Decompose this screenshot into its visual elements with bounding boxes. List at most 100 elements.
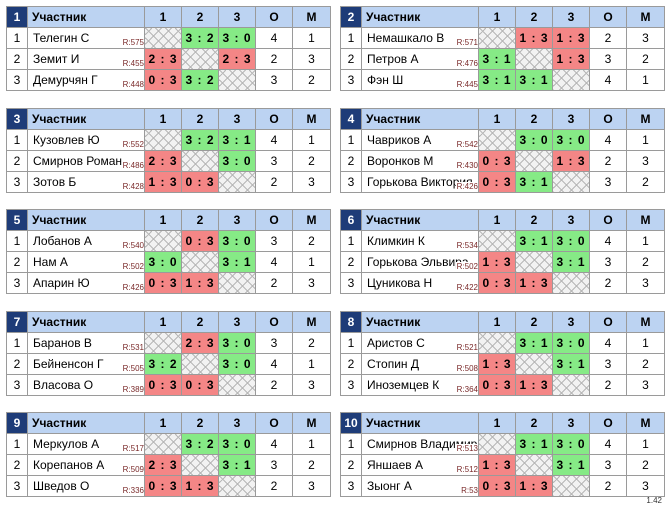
col-header-1: 1 <box>478 6 516 28</box>
self-match-cell <box>181 48 219 70</box>
points-header: О <box>589 209 627 231</box>
group-header-row: 10 Участник 1 2 3 О М <box>340 412 665 434</box>
col-header-2: 2 <box>515 108 553 130</box>
player-cell[interactable]: Власова О R:389 <box>27 374 145 396</box>
player-place: 1 <box>292 353 331 375</box>
player-cell[interactable]: Фэн Ш R:445 <box>361 69 479 91</box>
player-cell[interactable]: Меркулов А R:517 <box>27 433 145 455</box>
match-score: 3 : 0 <box>515 129 553 151</box>
player-cell[interactable]: Корепанов А R:509 <box>27 454 145 476</box>
match-score: 3 : 1 <box>515 332 553 354</box>
match-score: 0 : 3 <box>478 475 516 497</box>
player-name: Бейненсон Г <box>33 357 104 371</box>
player-cell[interactable]: Чавриков А R:542 <box>361 129 479 151</box>
player-cell[interactable]: Цуникова Н R:422 <box>361 272 479 294</box>
player-cell[interactable]: Земит И R:455 <box>27 48 145 70</box>
player-position: 3 <box>6 69 28 91</box>
participant-header: Участник <box>27 311 145 333</box>
group-table: 10 Участник 1 2 3 О М 1 Смирнов Владимир R:513 3 :… <box>340 412 665 497</box>
player-place: 2 <box>292 230 331 252</box>
player-cell[interactable]: Кузовлев Ю R:552 <box>27 129 145 151</box>
player-position: 3 <box>6 272 28 294</box>
player-cell[interactable]: Баранов В R:531 <box>27 332 145 354</box>
player-points: 2 <box>255 272 293 294</box>
player-points: 3 <box>589 251 627 273</box>
player-rating: R:512 <box>455 465 478 474</box>
player-name: Немашкало В <box>367 31 445 45</box>
player-rating: R:502 <box>121 262 144 271</box>
place-header: М <box>626 412 665 434</box>
player-place: 1 <box>626 129 665 151</box>
player-rating: R:486 <box>121 161 144 170</box>
match-score: 3 : 0 <box>218 150 256 172</box>
player-name: Власова О <box>33 378 94 392</box>
player-position: 3 <box>340 171 362 193</box>
player-cell[interactable]: Зыонг А R:53 <box>361 475 479 497</box>
player-cell[interactable]: Бейненсон Г R:505 <box>27 353 145 375</box>
points-header: О <box>255 108 293 130</box>
match-score: 0 : 3 <box>181 230 219 252</box>
match-score: 1 : 3 <box>552 27 590 49</box>
player-place: 2 <box>626 48 665 70</box>
player-name: Лобанов А <box>33 234 92 248</box>
player-cell[interactable]: Горькова Эльвира R:502 <box>361 251 479 273</box>
player-cell[interactable]: Климкин К R:534 <box>361 230 479 252</box>
match-score: 3 : 2 <box>181 69 219 91</box>
match-score: 3 : 0 <box>552 230 590 252</box>
player-cell[interactable]: Демурчян Г R:448 <box>27 69 145 91</box>
version-label: 1.42 <box>646 496 662 505</box>
player-place: 1 <box>626 69 665 91</box>
player-position: 2 <box>6 251 28 273</box>
match-score: 1 : 3 <box>478 353 516 375</box>
player-points: 2 <box>255 374 293 396</box>
player-name: Зотов Б <box>33 175 77 189</box>
match-score: 3 : 2 <box>181 27 219 49</box>
player-cell[interactable]: Петров А R:476 <box>361 48 479 70</box>
participant-header: Участник <box>361 311 479 333</box>
player-position: 3 <box>6 374 28 396</box>
match-score: 3 : 1 <box>478 48 516 70</box>
player-cell[interactable]: Зотов Б R:428 <box>27 171 145 193</box>
col-header-1: 1 <box>144 108 182 130</box>
match-score: 1 : 3 <box>552 48 590 70</box>
group-header-row: 4 Участник 1 2 3 О М <box>340 108 665 130</box>
player-position: 3 <box>340 475 362 497</box>
group-header-row: 9 Участник 1 2 3 О М <box>6 412 331 434</box>
col-header-2: 2 <box>181 6 219 28</box>
player-cell[interactable]: Воронков М R:430 <box>361 150 479 172</box>
player-cell[interactable]: Горькова Виктория R:426 <box>361 171 479 193</box>
col-header-2: 2 <box>515 209 553 231</box>
player-rating: R:455 <box>121 59 144 68</box>
player-place: 1 <box>292 27 331 49</box>
self-match-cell <box>144 129 182 151</box>
player-cell[interactable]: Смирнов Владимир R:513 <box>361 433 479 455</box>
player-cell[interactable]: Апарин Ю R:426 <box>27 272 145 294</box>
player-cell[interactable]: Смирнов Роман R:486 <box>27 150 145 172</box>
self-match-cell <box>515 454 553 476</box>
col-header-1: 1 <box>144 6 182 28</box>
match-score: 3 : 1 <box>478 69 516 91</box>
player-rating: R:448 <box>121 80 144 89</box>
player-place: 3 <box>292 475 331 497</box>
player-cell[interactable]: Иноземцев К R:364 <box>361 374 479 396</box>
player-position: 2 <box>340 353 362 375</box>
col-header-3: 3 <box>218 108 256 130</box>
player-cell[interactable]: Нам А R:502 <box>27 251 145 273</box>
player-cell[interactable]: Аристов С R:521 <box>361 332 479 354</box>
player-position: 2 <box>340 454 362 476</box>
player-cell[interactable]: Лобанов А R:540 <box>27 230 145 252</box>
player-cell[interactable]: Шведов О R:336 <box>27 475 145 497</box>
self-match-cell <box>552 171 590 193</box>
player-cell[interactable]: Яншаев А R:512 <box>361 454 479 476</box>
player-cell[interactable]: Телегин С R:575 <box>27 27 145 49</box>
self-match-cell <box>144 332 182 354</box>
player-name: Меркулов А <box>33 437 100 451</box>
player-cell[interactable]: Немашкало В R:571 <box>361 27 479 49</box>
player-rating: R:336 <box>121 486 144 495</box>
player-cell[interactable]: Стопин Д R:508 <box>361 353 479 375</box>
